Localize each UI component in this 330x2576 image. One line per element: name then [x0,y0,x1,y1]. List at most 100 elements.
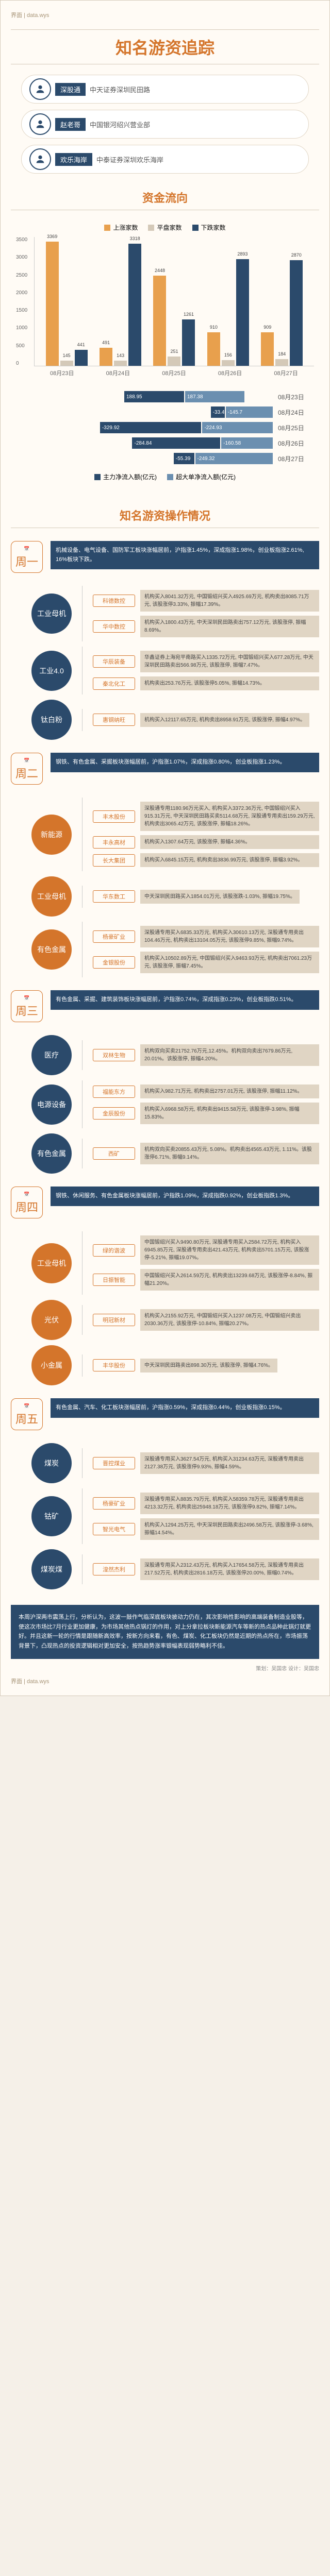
stock-tag: 西矿 [93,1147,135,1160]
sub-item: 华辰装备华鑫证券上海宛平南路买入1335.72万元, 中国锻绍兴买入677.28… [93,651,319,672]
sector-node: 新能源 [31,815,72,855]
section-ops-title: 知名游资操作情况 [11,507,319,528]
identity-desc: 中天证券深圳民田路 [90,84,150,94]
sub-item: 金辰股份机构买入6968.58万元, 机构卖出9415.58万元, 该股涨停-3… [93,1103,319,1124]
header-logos: 界面 | data.wys [11,11,319,19]
h-bar-chart: 188.95187.3808月23日-33.49-145.708月24日-329… [11,382,319,492]
stock-tag: 智光电气 [93,1523,135,1535]
stock-desc: 机构买入8041.32万元, 中国锻绍兴买入4925.69万元, 机构卖出808… [140,590,319,612]
main-title: 知名游资追踪 [11,29,319,64]
footer-summary: 本周沪深两市震荡上行，分析认为，这波一鼓作气临深底板块披动力仍在，其次影响性影响… [11,1605,319,1659]
sector-node: 电源设备 [31,1084,72,1125]
stock-desc: 深股通专用买入8835.79万元, 机构买入58359.78万元, 深股通专用卖… [140,1493,319,1514]
stock-desc: 深股通专用1180.96万元买入, 机构买入3372.36万元, 中国锻绍兴买入… [140,802,319,831]
stock-tag: 绿的谐波 [93,1244,135,1257]
sector-node: 钴矿 [31,1496,72,1536]
day-label: 📅周四 [11,1187,43,1218]
stock-desc: 机构双向买卖20855.43万元, 5.08%。机构卖出4565.43万元, 1… [140,1143,319,1164]
sub-item: 华东数工中天深圳民田路买入1854.01万元, 该股涨跌-1.03%, 振幅19… [93,890,300,904]
identity-card: 赵老哥 中国银河绍兴营业部 [21,110,309,139]
day-summary: 有色金属、汽车、化工板块涨幅居前，沪指涨0.59%，深成指涨0.44%，创业板指… [51,1398,319,1418]
sub-item: 长大集团机构买入6845.15万元, 机构卖出3836.99万元, 该股涨停, … [93,853,319,867]
sector-node: 医疗 [31,1035,72,1075]
day-label: 📅周五 [11,1398,43,1430]
tree-node: 工业母机 华东数工中天深圳民田路买入1854.01万元, 该股涨跌-1.03%,… [31,876,319,917]
identity-name: 赵老哥 [55,118,86,131]
tree-node: 煤炭 晋控煤业深股通专用买入3627.54万元, 机构买入31234.63万元,… [31,1443,319,1483]
stock-desc: 中天深圳民田路买入1854.01万元, 该股涨跌-1.03%, 振幅19.75%… [140,890,300,904]
sub-item: 湟然杰利深股通专用买入2312.43万元, 机构买入17654.58万元, 深股… [93,1558,319,1580]
day-label: 📅周二 [11,753,43,785]
stock-desc: 机构卖出253.76万元, 该股涨停5.05%, 振幅14.73%。 [140,676,319,690]
avatar-icon [29,113,51,135]
sub-item: 丰木股份深股通专用1180.96万元买入, 机构买入3372.36万元, 中国锻… [93,802,319,831]
tree-node: 工业母机 科德数控机构买入8041.32万元, 中国锻绍兴买入4925.69万元… [31,586,319,641]
day-section: 📅周一 机械设备、电气设备、国防军工板块涨幅居前，沪指涨1.45%，深成指涨1.… [11,541,319,573]
tree-node: 钴矿 杨豪矿业深股通专用买入8835.79万元, 机构买入58359.78万元,… [31,1488,319,1544]
stock-tag: 杨豪矿业 [93,930,135,943]
stock-tag: 晋控煤业 [93,1457,135,1469]
stock-desc: 深股通专用买入2312.43万元, 机构买入17654.58万元, 深股通专用卖… [140,1558,319,1580]
tree-node: 小金属 丰华股份中天深圳民田路卖出898.30万元, 该股涨停, 振幅4.76%… [31,1345,319,1385]
sub-item: 日振智能中国锻绍兴买入2614.59万元, 机构卖出13239.68万元, 该股… [93,1269,319,1291]
day-label: 📅周三 [11,990,43,1022]
identity-card: 深股通 中天证券深圳民田路 [21,75,309,104]
bar-chart: 上涨家数平盘家数下跌家数 350030002500200015001000500… [11,218,319,382]
credits: 策划：吴国忠 设计：吴国忠 [11,1664,319,1672]
stock-desc: 机构买入10502.89万元, 中国锻绍兴买入9463.93万元, 机构卖出70… [140,952,319,973]
stock-tag: 明冠新材 [93,1314,135,1326]
day-summary: 有色金属、采掘、建筑装饰板块涨幅居前，沪指涨0.74%，深成指涨0.23%，创业… [51,990,319,1010]
sub-item: 秦北化工机构卖出253.76万元, 该股涨停5.05%, 振幅14.73%。 [93,676,319,690]
sub-item: 科德数控机构买入8041.32万元, 中国锻绍兴买入4925.69万元, 机构卖… [93,590,319,612]
tree-node: 有色金属 杨豪矿业深股通专用买入6835.33万元, 机构买入30610.13万… [31,922,319,977]
sector-node: 有色金属 [31,1133,72,1174]
sub-item: 晋控煤业深股通专用买入3627.54万元, 机构买入31234.63万元, 深股… [93,1452,319,1474]
day-summary: 机械设备、电气设备、国防军工板块涨幅居前，沪指涨1.45%，深成指涨1.98%，… [51,541,319,569]
tree-node: 电源设备 福能东方机构买入982.71万元, 机构卖出2757.01万元, 该股… [31,1080,319,1128]
sub-item: 惠钢纳旺机构买入12117.65万元, 机构卖出8958.91万元, 该股涨停,… [93,713,309,727]
day-summary: 钢铁、有色金属、采掘板块涨幅居前，沪指涨1.07%，深成指涨0.80%，创业板指… [51,753,319,772]
identity-desc: 中泰证券深圳欢乐海岸 [96,155,163,164]
tree-node: 有色金属 西矿机构双向买卖20855.43万元, 5.08%。机构卖出4565.… [31,1133,319,1174]
stock-desc: 机构买入1294.25万元, 中天深圳民田路卖出2496.58万元, 该股涨停-… [140,1518,319,1540]
identity-card: 欢乐海岸 中泰证券深圳欢乐海岸 [21,145,309,174]
sector-node: 工业4.0 [31,651,72,691]
day-label: 📅周一 [11,541,43,573]
sector-node: 工业母机 [31,1243,72,1283]
stock-tag: 杨豪矿业 [93,1497,135,1510]
sub-item: 智光电气机构买入1294.25万元, 中天深圳民田路卖出2496.58万元, 该… [93,1518,319,1540]
stock-desc: 机构双向买卖21752.76万元,12.45%。机构双向卖出7679.86万元,… [140,1044,319,1066]
stock-tag: 湟然杰利 [93,1563,135,1575]
stock-tag: 金辰股份 [93,1107,135,1120]
stock-desc: 中国锻绍兴买入2614.59万元, 机构卖出13239.68万元, 该股涨停-8… [140,1269,319,1291]
stock-desc: 机构买入12117.65万元, 机构卖出8958.91万元, 该股涨停, 振幅4… [140,713,309,727]
stock-tag: 福能东方 [93,1086,135,1098]
stock-desc: 机构买入2155.92万元, 中国锻绍兴买入1237.08万元, 中国锻绍兴卖出… [140,1309,319,1331]
avatar-icon [29,78,51,100]
sector-node: 钛白粉 [31,700,72,740]
stock-tag: 丰永高材 [93,836,135,849]
identity-name: 欢乐海岸 [55,153,92,166]
stock-desc: 机构买入6845.15万元, 机构卖出3836.99万元, 该股涨停, 振幅3.… [140,853,319,867]
tree-node: 光伏 明冠新材机构买入2155.92万元, 中国锻绍兴买入1237.08万元, … [31,1300,319,1340]
day-section: 📅周五 有色金属、汽车、化工板块涨幅居前，沪指涨0.59%，深成指涨0.44%，… [11,1398,319,1430]
sector-node: 工业母机 [31,594,72,634]
stock-tag: 华辰装备 [93,655,135,668]
stock-desc: 深股通专用买入3627.54万元, 机构买入31234.63万元, 深股通专用卖… [140,1452,319,1474]
stock-tag: 双林生物 [93,1049,135,1061]
tree-node: 煤炭煤 湟然杰利深股通专用买入2312.43万元, 机构买入17654.58万元… [31,1549,319,1589]
sub-item: 杨豪矿业深股通专用买入8835.79万元, 机构买入58359.78万元, 深股… [93,1493,319,1514]
stock-desc: 中天深圳民田路卖出898.30万元, 该股涨停, 振幅4.76%。 [140,1359,277,1372]
stock-tag: 华中数控 [93,620,135,633]
sector-node: 小金属 [31,1345,72,1385]
sub-item: 明冠新材机构买入2155.92万元, 中国锻绍兴买入1237.08万元, 中国锻… [93,1309,319,1331]
day-summary: 钢铁、休闲服务、有色金属板块涨幅居前，沪指跌1.09%，深成指跌0.92%，创业… [51,1187,319,1206]
sub-item: 杨豪矿业深股通专用买入6835.33万元, 机构买入30610.13万元, 深股… [93,926,319,947]
sector-node: 光伏 [31,1300,72,1340]
stock-tag: 秦北化工 [93,677,135,690]
stock-desc: 深股通专用买入6835.33万元, 机构买入30610.13万元, 深股通专用卖… [140,926,319,947]
tree-node: 钛白粉 惠钢纳旺机构买入12117.65万元, 机构卖出8958.91万元, 该… [31,700,319,740]
sub-item: 双林生物机构双向买卖21752.76万元,12.45%。机构双向卖出7679.8… [93,1044,319,1066]
sector-node: 有色金属 [31,929,72,970]
stock-desc: 机构买入1307.64万元, 该股涨停, 振幅4.36%。 [140,835,319,849]
